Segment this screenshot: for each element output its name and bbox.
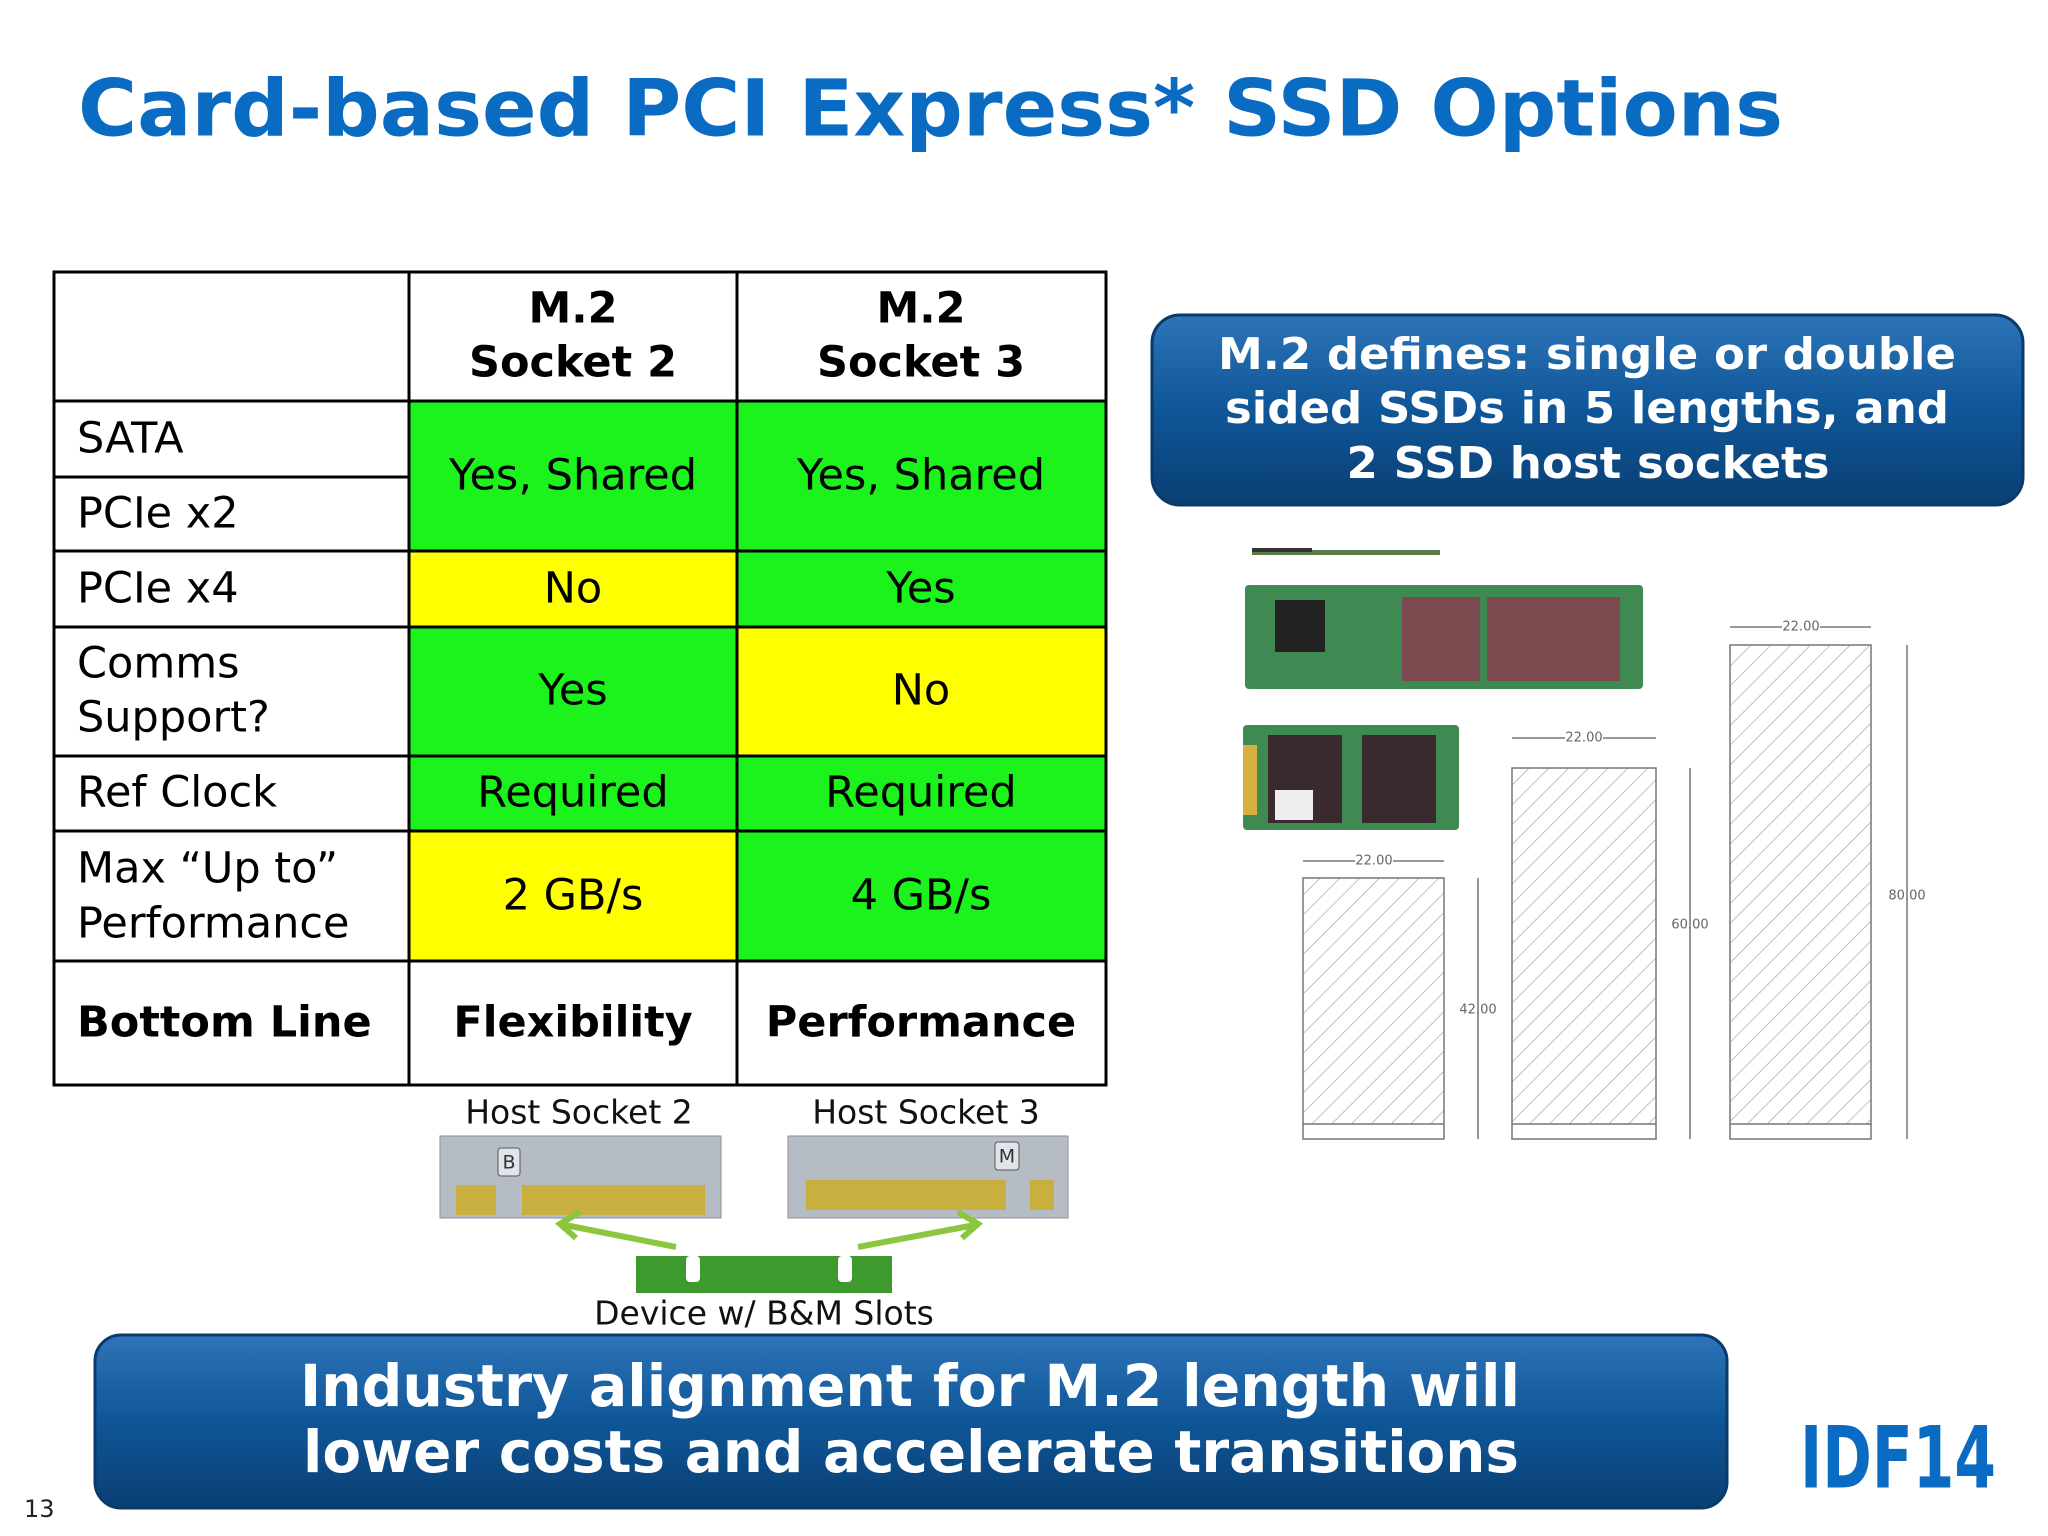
dimension-labels: 22.00 22.00 22.00 42.00 60.00 80.00 — [1355, 619, 1926, 1018]
callout-text: 2 SSD host sockets — [1347, 438, 1830, 489]
cell-bg — [737, 961, 1106, 1085]
drawing-80 — [1729, 644, 1872, 1125]
sticker — [1275, 790, 1313, 820]
row-label: Max “Up to” — [77, 844, 338, 894]
pins — [456, 1185, 496, 1215]
side-view — [1252, 548, 1312, 552]
title: Card-based PCI Express* SSD Options — [78, 64, 1783, 154]
callout-text: sided SSDs in 5 lengths, and — [1225, 383, 1949, 434]
col-header: Socket 2 — [469, 338, 677, 388]
connector — [1243, 745, 1257, 815]
dimension-label: 60.00 — [1671, 918, 1708, 933]
key-label: M — [999, 1146, 1015, 1168]
page-number: 13 — [24, 1495, 55, 1523]
slot — [838, 1256, 852, 1282]
pins — [1030, 1180, 1054, 1210]
key-label: B — [502, 1152, 515, 1174]
drawing-60 — [1511, 767, 1657, 1125]
cell-text: Flexibility — [453, 998, 692, 1048]
col-header: Socket 3 — [817, 338, 1025, 388]
cell-text: Yes — [537, 666, 607, 716]
col-header: M.2 — [528, 284, 617, 334]
callout-text: M.2 defines: single or double — [1218, 329, 1956, 380]
cell-text: No — [544, 564, 602, 614]
drawing-42 — [1302, 877, 1445, 1125]
cell-text: 4 GB/s — [851, 871, 992, 921]
arrows — [554, 1209, 984, 1250]
socket-diagram: Host Socket 2 Host Socket 3 B M Device w… — [439, 1093, 1069, 1333]
row-label: Bottom Line — [77, 998, 372, 1048]
chip — [1362, 735, 1436, 823]
key — [497, 1147, 521, 1177]
row-label: Ref Clock — [77, 768, 277, 818]
cell-text: Yes, Shared — [448, 451, 697, 501]
cell-bg — [737, 551, 1106, 627]
banner-text: Industry alignment for M.2 length will — [300, 1352, 1520, 1420]
row-label: Performance — [77, 899, 350, 949]
chip — [1540, 597, 1620, 681]
table-rules — [52, 270, 1108, 1087]
chip — [1275, 600, 1325, 652]
row-label: Support? — [77, 693, 270, 743]
caption: Host Socket 2 — [465, 1093, 693, 1132]
cell-bg — [737, 756, 1106, 831]
key — [994, 1141, 1020, 1171]
banner-text: lower costs and accelerate transitions — [303, 1418, 1519, 1486]
cell-text: No — [892, 666, 950, 716]
dimension-label: 22.00 — [1782, 620, 1819, 635]
cell-bg — [737, 627, 1106, 756]
ssd-photos — [1243, 548, 1643, 830]
chip — [1402, 597, 1480, 681]
cell-bg — [409, 961, 737, 1085]
label-bg — [1565, 730, 1603, 746]
pins — [522, 1185, 705, 1215]
cell-text: Required — [825, 768, 1016, 818]
comparison-table: M.2 Socket 2 M.2 Socket 3 SATA PCIe x2 Y… — [52, 270, 1108, 1087]
banner — [93, 1333, 1729, 1510]
caption: Host Socket 3 — [812, 1093, 1040, 1132]
cell-bg — [409, 756, 737, 831]
cell-text: Required — [477, 768, 668, 818]
cell-bg — [409, 831, 737, 961]
dimension-label: 22.00 — [1565, 731, 1602, 746]
row-label: SATA — [77, 414, 184, 464]
row-label: PCIe x4 — [77, 564, 239, 614]
row-label: PCIe x2 — [77, 489, 239, 539]
slot — [686, 1256, 700, 1282]
cell-bg — [409, 401, 737, 551]
connector-edge — [1302, 1124, 1872, 1140]
row-label: Comms — [77, 639, 240, 689]
device-edge — [636, 1256, 892, 1293]
callout-box — [1150, 313, 2025, 507]
dimension-label: 80.00 — [1888, 889, 1925, 904]
cell-text: Yes — [885, 564, 955, 614]
cell-bg — [409, 551, 737, 627]
dimension-label: 42.00 — [1459, 1003, 1496, 1018]
pins — [806, 1180, 1006, 1210]
cell-bg — [737, 831, 1106, 961]
label-bg — [1782, 619, 1820, 635]
cell-bg — [737, 401, 1106, 551]
cell-bg — [409, 627, 737, 756]
side-view — [1252, 550, 1440, 555]
cell-text: Yes, Shared — [796, 451, 1045, 501]
logo: IDF14 — [1800, 1408, 1996, 1508]
label-bg — [1355, 853, 1393, 869]
caption: Device w/ B&M Slots — [594, 1294, 934, 1333]
cell-text: Performance — [766, 998, 1076, 1048]
dimension-label: 22.00 — [1355, 854, 1392, 869]
col-header: M.2 — [876, 284, 965, 334]
cell-text: 2 GB/s — [503, 871, 644, 921]
